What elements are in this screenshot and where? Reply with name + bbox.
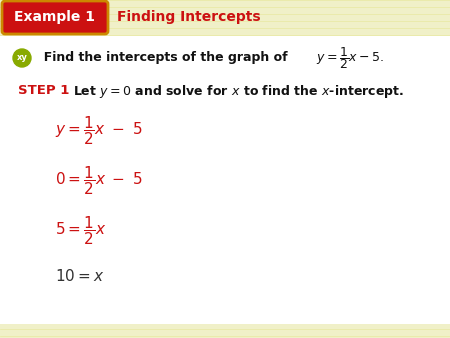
Text: $0 = \dfrac{1}{2}x\ -\ 5$: $0 = \dfrac{1}{2}x\ -\ 5$ bbox=[55, 165, 143, 197]
Circle shape bbox=[13, 49, 31, 67]
FancyBboxPatch shape bbox=[2, 1, 108, 34]
Text: Example 1: Example 1 bbox=[14, 10, 95, 24]
Text: $y = \dfrac{1}{2}x\ -\ 5$: $y = \dfrac{1}{2}x\ -\ 5$ bbox=[55, 115, 143, 147]
Text: $5 = \dfrac{1}{2}x$: $5 = \dfrac{1}{2}x$ bbox=[55, 215, 106, 247]
Text: STEP 1: STEP 1 bbox=[18, 84, 69, 97]
Text: xy: xy bbox=[17, 53, 27, 63]
Bar bbox=[0, 36, 450, 324]
Text: $10 = x$: $10 = x$ bbox=[55, 268, 104, 284]
Text: Let $y=0$ and solve for $x$ to find the $x$-intercept.: Let $y=0$ and solve for $x$ to find the … bbox=[73, 82, 404, 99]
Text: $y = \dfrac{1}{2}x - 5.$: $y = \dfrac{1}{2}x - 5.$ bbox=[316, 45, 384, 71]
Text: Find the intercepts of the graph of: Find the intercepts of the graph of bbox=[35, 51, 288, 65]
Text: Finding Intercepts: Finding Intercepts bbox=[117, 10, 261, 24]
